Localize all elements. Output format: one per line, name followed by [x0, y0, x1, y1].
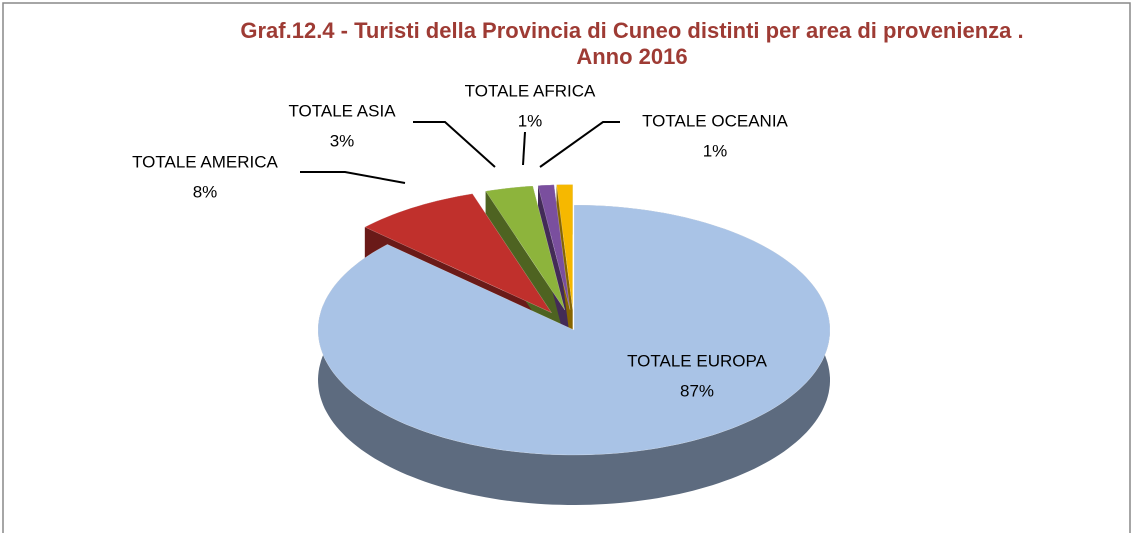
slice-label: TOTALE EUROPA: [627, 351, 767, 370]
value-label: 1%: [518, 111, 543, 130]
slice: [485, 185, 566, 311]
leader-line: [413, 121, 496, 168]
slice: [317, 204, 831, 456]
slice: [537, 184, 571, 310]
slice-label: TOTALE AFRICA: [465, 81, 596, 100]
slice: [364, 193, 553, 314]
pie-tops: [317, 184, 831, 456]
slice: [556, 184, 573, 310]
value-label: 3%: [330, 131, 355, 150]
value-label: 8%: [193, 182, 218, 201]
value-label: 1%: [703, 141, 728, 160]
labels: TOTALE EUROPA 87% TOTALE AMERICA 8% TOTALE A…: [132, 81, 788, 400]
leader-line: [539, 121, 620, 168]
leader-line: [300, 171, 406, 184]
slice-label: TOTALE AMERICA: [132, 152, 278, 171]
slice-label: TOTALE ASIA: [288, 101, 396, 120]
slice-label: TOTALE OCEANIA: [642, 111, 788, 130]
leader-line: [522, 131, 526, 166]
chart-title: Graf.12.4 - Turisti della Provincia di C…: [240, 18, 1024, 69]
value-label: 87%: [680, 381, 714, 400]
